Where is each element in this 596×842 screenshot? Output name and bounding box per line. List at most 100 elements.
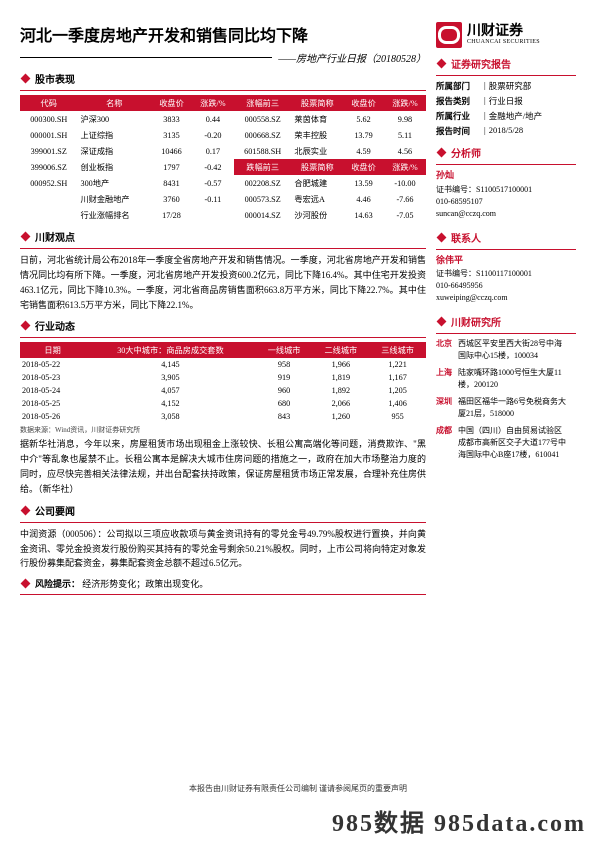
th: 股票简称 <box>291 159 343 175</box>
section-viewpoint: 川财观点 <box>20 229 426 244</box>
td: 3,058 <box>85 410 256 423</box>
analyst-mail: suncan@cczq.com <box>436 208 576 220</box>
td: -0.57 <box>192 175 234 191</box>
side-analyst-head: 分析师 <box>436 145 576 160</box>
td: 2018-05-24 <box>20 384 85 397</box>
th: 收盘价 <box>343 159 384 175</box>
analyst-tel: 010-68595107 <box>436 196 576 208</box>
addr-text: 西城区平安里西大街28号中海国际中心15楼，100034 <box>458 338 566 362</box>
td <box>20 207 77 223</box>
diamond-icon <box>21 74 31 84</box>
meta-label: 所属部门 <box>436 80 481 92</box>
dynamics-text: 据新华社消息，今年以来，房屋租赁市场出现租金上涨较快、长租公寓高端化等问题，消费… <box>20 437 426 496</box>
sep: | <box>484 80 486 92</box>
td: 0.17 <box>192 143 234 159</box>
section-title: 行业动态 <box>35 318 75 333</box>
meta-label: 所属行业 <box>436 110 481 122</box>
td: 合肥城建 <box>291 175 343 191</box>
td: 4,152 <box>85 397 256 410</box>
side-title: 联系人 <box>451 230 481 245</box>
td: 8431 <box>151 175 192 191</box>
td: 1,167 <box>369 371 426 384</box>
td: 13.79 <box>343 127 384 143</box>
address-row: 成都中国（四川）自由贸易试验区成都市高新区交子大道177号中海国际中心B座17楼… <box>436 425 576 461</box>
td: 4.46 <box>343 191 384 207</box>
td: 1,260 <box>312 410 369 423</box>
table-row: 2018-05-244,0579601,8921,205 <box>20 384 426 397</box>
td: 4,057 <box>85 384 256 397</box>
td: 958 <box>256 358 313 371</box>
td: 1,966 <box>312 358 369 371</box>
td: -7.05 <box>384 207 426 223</box>
th: 日期 <box>20 342 85 358</box>
td: 1797 <box>151 159 192 175</box>
td: 荣丰控股 <box>291 127 343 143</box>
logo: 川财证券 CHUANCAI SECURITIES <box>436 22 576 48</box>
td: -0.20 <box>192 127 234 143</box>
diamond-icon <box>437 317 447 327</box>
td: 9.98 <box>384 111 426 127</box>
td: 000300.SH <box>20 111 77 127</box>
diamond-icon <box>437 232 447 242</box>
td <box>20 191 77 207</box>
td: 1,406 <box>369 397 426 410</box>
dynamics-table: 日期30大中城市：商品房成交套数一线城市二线城市三线城市2018-05-224,… <box>20 342 426 423</box>
viewpoint-text: 日前，河北省统计局公布2018年一季度全省房地产开发和销售情况。一季度，河北省房… <box>20 253 426 312</box>
td: 000001.SH <box>20 127 77 143</box>
td: 川财金融地产 <box>77 191 151 207</box>
company-text: 中润资源（000506）：公司拟以三项应收款项与黄金资讯持有的零兑金号49.79… <box>20 527 426 572</box>
analyst-name: 孙灿 <box>436 169 576 183</box>
td: 5.62 <box>343 111 384 127</box>
contact-mail: xuweiping@cczq.com <box>436 292 576 304</box>
table-row: 2018-05-254,1526802,0661,406 <box>20 397 426 410</box>
td: 14.63 <box>343 207 384 223</box>
th: 涨幅前三 <box>234 95 291 111</box>
address-row: 北京西城区平安里西大街28号中海国际中心15楼，100034 <box>436 338 576 362</box>
th: 名称 <box>77 95 151 111</box>
contact-block: 徐伟平 证书编号：S1100117100001 010-66495956 xuw… <box>436 254 576 305</box>
td: 601588.SH <box>234 143 291 159</box>
td: 4.59 <box>343 143 384 159</box>
th: 收盘价 <box>343 95 384 111</box>
dynamics-source: 数据来源：Wind资讯，川财证券研究所 <box>20 425 426 435</box>
td: 4.56 <box>384 143 426 159</box>
footer-disclaimer: 本报告由川财证券有限责任公司编制 谨请参阅尾页的重要声明 <box>0 783 596 794</box>
rule <box>20 57 272 58</box>
meta-row: 报告类别|行业日报 <box>436 95 576 107</box>
meta-val: 行业日报 <box>489 95 576 107</box>
td: 2018-05-25 <box>20 397 85 410</box>
td: -10.00 <box>384 175 426 191</box>
td: 4,145 <box>85 358 256 371</box>
sep: | <box>484 95 486 107</box>
th: 股票简称 <box>291 95 343 111</box>
td: -0.11 <box>192 191 234 207</box>
th: 30大中城市：商品房成交套数 <box>85 342 256 358</box>
td: 399006.SZ <box>20 159 77 175</box>
table-row: 2018-05-263,0588431,260955 <box>20 410 426 423</box>
td: -7.66 <box>384 191 426 207</box>
diamond-icon <box>21 579 31 589</box>
td: 深证成指 <box>77 143 151 159</box>
table-row: 2018-05-233,9059191,8191,167 <box>20 371 426 384</box>
th: 涨跌/% <box>384 95 426 111</box>
logo-en: CHUANCAI SECURITIES <box>467 39 540 45</box>
section-title: 公司要闻 <box>35 503 75 518</box>
td: 000668.SZ <box>234 127 291 143</box>
td: 2018-05-23 <box>20 371 85 384</box>
th: 收盘价 <box>151 95 192 111</box>
td: 843 <box>256 410 313 423</box>
watermark: 985数据 985data.com <box>332 803 586 838</box>
rule <box>436 75 576 76</box>
meta-label: 报告类别 <box>436 95 481 107</box>
addr-city: 深圳 <box>436 396 458 408</box>
td: 13.59 <box>343 175 384 191</box>
section-title: 川财观点 <box>35 229 75 244</box>
td: 粤宏远A <box>291 191 343 207</box>
table-row: 行业涨幅排名17/28000014.SZ沙河股份14.63-7.05 <box>20 207 426 223</box>
analyst-block: 孙灿 证书编号：S1100517100001 010-68595107 sunc… <box>436 169 576 220</box>
address-row: 上海陆家嘴环路1000号恒生大厦11楼，200120 <box>436 367 576 391</box>
td: 000952.SH <box>20 175 77 191</box>
analyst-cert: 证书编号：S1100517100001 <box>436 184 576 196</box>
diamond-icon <box>21 505 31 515</box>
section-market: 股市表现 <box>20 71 426 86</box>
